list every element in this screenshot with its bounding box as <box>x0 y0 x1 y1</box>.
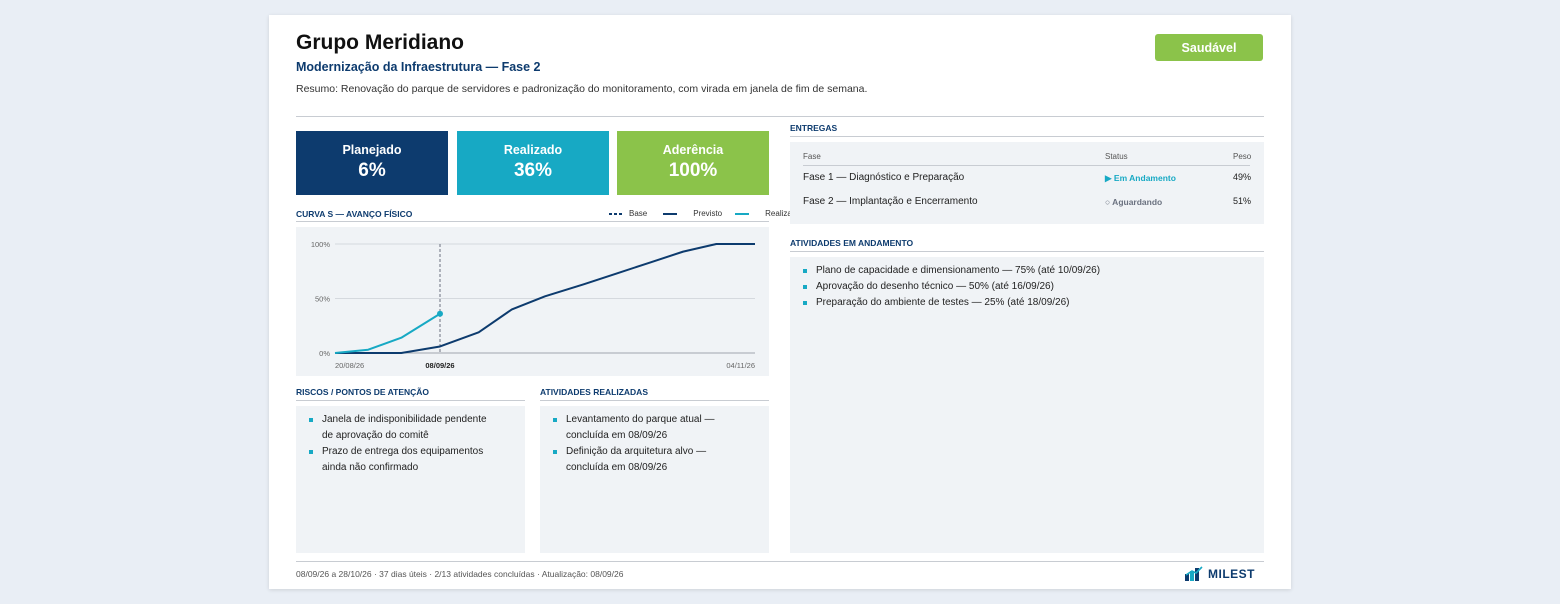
curve-divider <box>296 221 769 222</box>
status-badge: Saudável <box>1155 34 1263 61</box>
ongoing-item-text: Plano de capacidade e dimensionamento — … <box>816 265 1101 276</box>
delivery-phase: Fase 1 — Diagnóstico e Preparação <box>803 172 965 183</box>
done-item-line2: concluída em 08/09/26 <box>566 430 668 441</box>
kpi-planned-label: Planejado <box>342 143 402 157</box>
risk-item-line2: de aprovação do comitê <box>322 430 429 441</box>
legend-base-label: Base <box>629 209 648 218</box>
ongoing-title: ATIVIDADES EM ANDAMENTO <box>790 238 914 248</box>
project-subtitle: Modernização da Infraestrutura — Fase 2 <box>296 60 541 74</box>
done-item-line2: concluída em 08/09/26 <box>566 462 668 473</box>
y-tick-label: 50% <box>315 295 330 304</box>
col-status-header: Status <box>1105 152 1128 161</box>
actual-last-point <box>437 310 443 317</box>
ongoing-item-text: Preparação do ambiente de testes — 25% (… <box>816 297 1070 308</box>
delivery-weight: 49% <box>1233 172 1252 182</box>
done-divider <box>540 400 769 401</box>
kpi-adherence-label: Aderência <box>662 143 724 157</box>
ongoing-panel: Plano de capacidade e dimensionamento — … <box>790 257 1264 553</box>
risks-panel: Janela de indisponibilidade pendente de a… <box>296 406 525 553</box>
risk-item-line2: ainda não confirmado <box>322 462 419 473</box>
y-tick-label: 100% <box>311 240 331 249</box>
risk-item-line1: Janela de indisponibilidade pendente <box>322 414 487 425</box>
deliveries-header-divider <box>803 165 1250 166</box>
legend-planned: Previsto <box>663 209 722 218</box>
x-tick-label: 04/11/26 <box>726 361 755 370</box>
col-weight-header: Peso <box>1233 152 1252 161</box>
brand-name: MILEST <box>1208 566 1255 581</box>
delivery-phase: Fase 2 — Implantação e Encerramento <box>803 196 978 207</box>
project-summary: Resumo: Renovação do parque de servidore… <box>296 83 868 95</box>
series-line-realizado <box>334 312 441 354</box>
list-item: Janela de indisponibilidade pendente de a… <box>309 412 487 444</box>
kpi-planned: Planejado 6% <box>296 131 448 195</box>
footer-divider <box>296 561 1264 562</box>
report-card: Grupo Meridiano Modernização da Infraest… <box>269 15 1291 589</box>
done-item-line1: Levantamento do parque atual — <box>566 414 715 425</box>
legend-planned-swatch <box>663 212 678 215</box>
s-curve-chart: 0% 50% 100% 20/08/26 08/09/26 04/11/26 <box>311 240 755 370</box>
legend-planned-label: Previsto <box>693 209 723 218</box>
deliveries-table: Fase Status Peso Fase 1 — Diagnóstico e … <box>790 142 1264 224</box>
header-divider <box>296 116 1264 117</box>
list-item: Preparação do ambiente de testes — 25% (… <box>803 295 1100 311</box>
chart-legend: Base Previsto Realizado <box>599 209 801 218</box>
delivery-status: ○ Aguardando <box>1105 197 1163 207</box>
legend-actual-swatch <box>735 212 750 215</box>
list-item: Levantamento do parque atual — concluída … <box>553 412 714 444</box>
footer-info: 08/09/26 a 28/10/26 · 37 dias úteis · 2/… <box>296 569 624 579</box>
ongoing-divider <box>790 251 1264 252</box>
kpi-actual-value: 36% <box>513 160 553 181</box>
list-item: Plano de capacidade e dimensionamento — … <box>803 263 1100 279</box>
legend-base-swatch <box>609 212 623 215</box>
done-title: ATIVIDADES REALIZADAS <box>540 387 648 397</box>
legend-actual: Realizado <box>735 209 801 218</box>
list-item: Aprovação do desenho técnico — 50% (até … <box>803 279 1100 295</box>
deliveries-title: ENTREGAS <box>790 123 838 133</box>
legend-base: Base <box>609 209 647 218</box>
series-line-previsto <box>335 243 755 354</box>
done-item-line1: Definição da arquitetura alvo — <box>566 446 707 457</box>
kpi-actual-label: Realizado <box>503 143 563 157</box>
kpi-actual: Realizado 36% <box>457 131 609 195</box>
kpi-planned-value: 6% <box>358 160 386 181</box>
col-phase-header: Fase <box>803 152 821 161</box>
kpi-adherence: Aderência 100% <box>617 131 769 195</box>
page-title: Grupo Meridiano <box>296 31 464 54</box>
chart-growth-icon <box>1185 566 1203 581</box>
kpi-adherence-value: 100% <box>668 160 718 181</box>
brand-logo: MILEST <box>1185 566 1255 581</box>
delivery-status: ▶ Em Andamento <box>1105 173 1176 183</box>
x-tick-label: 20/08/26 <box>335 361 364 370</box>
curve-panel: 0% 50% 100% 20/08/26 08/09/26 04/11/26 <box>296 227 769 376</box>
x-tick-label: 08/09/26 <box>425 361 454 370</box>
risks-title: RISCOS / PONTOS DE ATENÇÃO <box>296 387 430 397</box>
risks-divider <box>296 400 525 401</box>
delivery-weight: 51% <box>1233 196 1252 206</box>
list-item: Prazo de entrega dos equipamentos ainda n… <box>309 444 487 476</box>
ongoing-item-text: Aprovação do desenho técnico — 50% (até … <box>816 281 1054 292</box>
list-item: Definição da arquitetura alvo — concluída… <box>553 444 714 476</box>
risk-item-line1: Prazo de entrega dos equipamentos <box>322 446 484 457</box>
y-tick-label: 0% <box>319 349 330 358</box>
done-panel: Levantamento do parque atual — concluída … <box>540 406 769 553</box>
deliveries-divider <box>790 136 1264 137</box>
legend-actual-label: Realizado <box>765 209 801 218</box>
curve-section-title: CURVA S — AVANÇO FÍSICO <box>296 209 413 219</box>
